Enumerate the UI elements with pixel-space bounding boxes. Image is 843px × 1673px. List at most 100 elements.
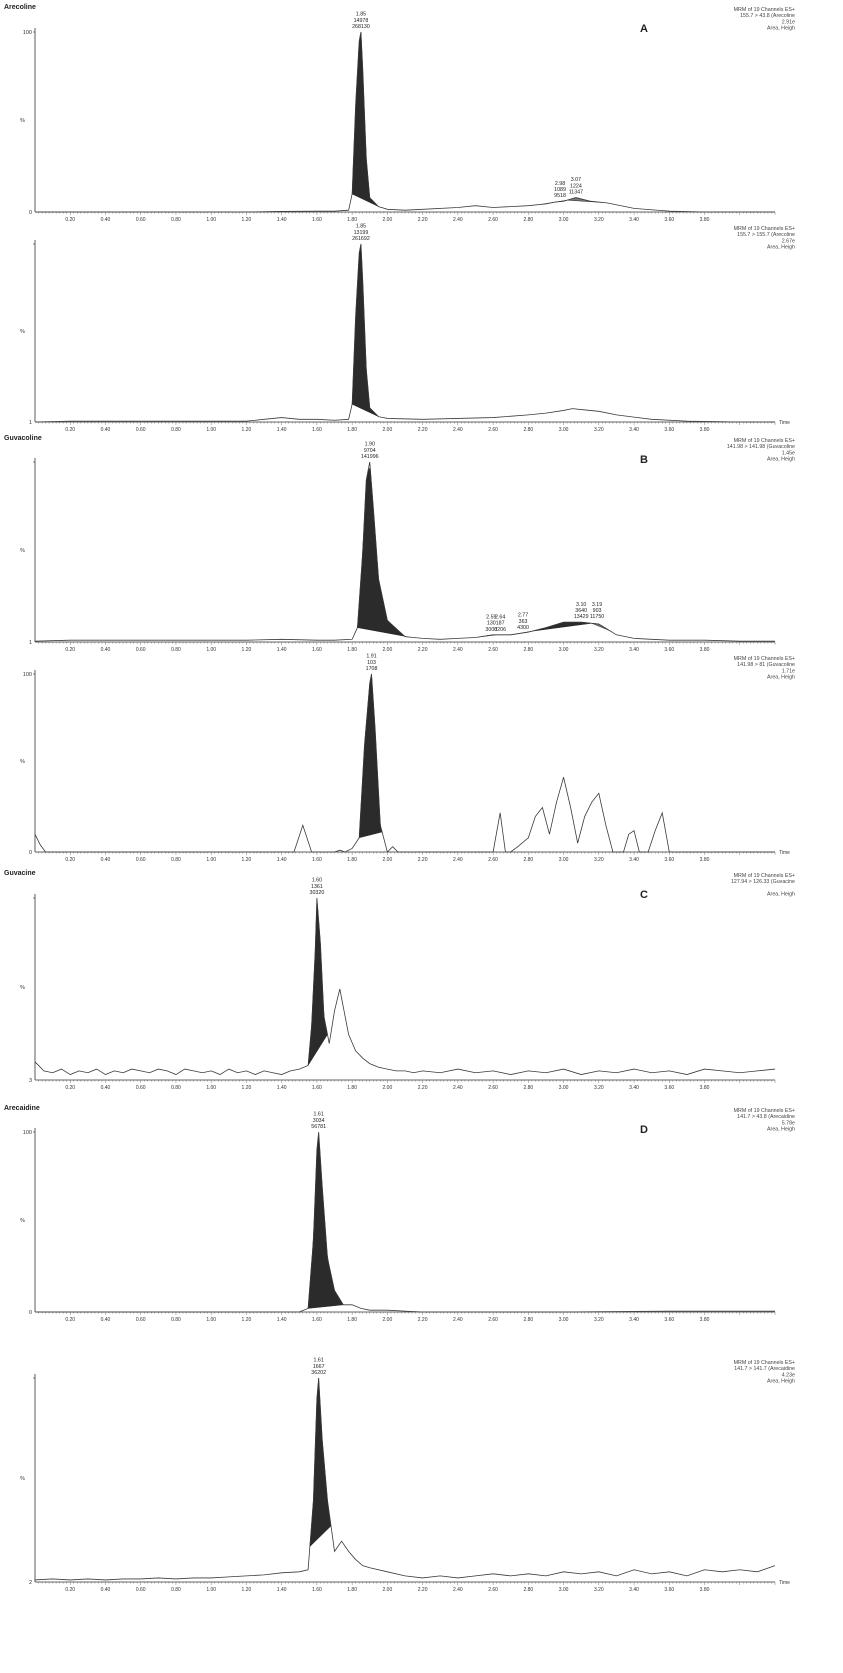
y-tick-label: 0 xyxy=(29,850,32,856)
x-tick-label: 3.00 xyxy=(559,1317,569,1323)
x-tick-label: 0.60 xyxy=(136,647,146,653)
peak-label: 11750 xyxy=(590,614,604,620)
y-tick-label: 1 xyxy=(29,640,32,646)
x-tick-label: 3.80 xyxy=(700,427,710,433)
x-tick-label: 2.80 xyxy=(523,427,533,433)
x-tick-label: 3.60 xyxy=(664,1587,674,1593)
info-line: 2.91e xyxy=(782,19,795,25)
info-line: 4.23e xyxy=(782,1372,795,1378)
x-tick-label: 1.60 xyxy=(312,647,322,653)
x-tick-label: 2.80 xyxy=(523,217,533,223)
info-line: Area, Heigh xyxy=(767,457,795,463)
x-tick-label: 3.00 xyxy=(559,1085,569,1091)
peak-label: 1667 xyxy=(313,1364,325,1370)
x-tick-label: 1.60 xyxy=(312,1317,322,1323)
y-axis-label: % xyxy=(20,118,25,124)
info-line: MRM of 19 Channels ES+ xyxy=(734,1108,795,1114)
peak-label: 1.61 xyxy=(314,1358,324,1364)
x-tick-label: 3.40 xyxy=(629,1085,639,1091)
x-tick-label: 2.80 xyxy=(523,1317,533,1323)
x-tick-label: 3.60 xyxy=(664,1317,674,1323)
shaded-peak xyxy=(531,621,592,632)
info-line: MRM of 19 Channels ES+ xyxy=(734,7,795,13)
chromatogram-trace xyxy=(34,1377,776,1581)
x-tick-label: 1.00 xyxy=(206,647,216,653)
x-tick-label: 2.40 xyxy=(453,217,463,223)
y-axis-label: % xyxy=(20,548,25,554)
x-tick-label: 1.40 xyxy=(277,647,287,653)
x-tick-label: 2.00 xyxy=(383,217,393,223)
info-line: 155.7 > 43.8 (Arecoline xyxy=(740,13,795,19)
x-tick-label: 1.80 xyxy=(347,857,357,863)
x-tick-label: 2.20 xyxy=(418,1085,428,1091)
shaded-peak xyxy=(591,623,610,631)
shaded-peak xyxy=(351,243,379,417)
y-tick-label: 100 xyxy=(23,1130,32,1136)
x-tick-label: 1.40 xyxy=(277,217,287,223)
x-tick-label: 0.80 xyxy=(171,1587,181,1593)
x-tick-label: 1.00 xyxy=(206,857,216,863)
panel-letter-A: A xyxy=(640,23,648,35)
x-tick-label: 0.60 xyxy=(136,217,146,223)
chromatogram-trace xyxy=(34,243,775,423)
x-tick-label: 1.60 xyxy=(312,217,322,223)
x-tick-label: 0.80 xyxy=(171,857,181,863)
x-tick-label: 1.00 xyxy=(206,1317,216,1323)
y-axis-label: % xyxy=(20,985,25,991)
x-tick-label: 1.80 xyxy=(347,647,357,653)
info-line: 155.7 > 155.7 (Arecoline xyxy=(737,232,795,238)
x-tick-label: 2.20 xyxy=(418,857,428,863)
x-tick-label: 2.40 xyxy=(453,427,463,433)
info-line: Area, Heigh xyxy=(767,1127,795,1133)
x-tick-label: 2.00 xyxy=(383,857,393,863)
y-axis-label: % xyxy=(20,1218,25,1224)
x-tick-label: 0.40 xyxy=(101,857,111,863)
y-tick-label: 0 xyxy=(29,1310,32,1316)
x-tick-label: 3.60 xyxy=(664,217,674,223)
peak-label: 1.90 xyxy=(365,442,375,448)
peak-label: 1.85 xyxy=(356,224,366,230)
x-tick-label: 0.60 xyxy=(136,427,146,433)
x-tick-label: 2.00 xyxy=(383,427,393,433)
peak-label: 1361 xyxy=(311,884,323,890)
x-tick-label: 1.00 xyxy=(206,217,216,223)
peak-label: 1708 xyxy=(366,666,378,672)
peak-label: 2.98 xyxy=(555,181,565,187)
y-tick-label: 3 xyxy=(29,1078,32,1084)
x-tick-label: 1.20 xyxy=(242,857,252,863)
x-tick-label: 1.20 xyxy=(242,217,252,223)
x-tick-label: 3.20 xyxy=(594,427,604,433)
x-tick-label: 2.60 xyxy=(488,217,498,223)
peak-label: 30320 xyxy=(310,890,325,896)
y-axis-label: % xyxy=(20,759,25,765)
y-axis-label: % xyxy=(20,329,25,335)
x-tick-label: 2.60 xyxy=(488,857,498,863)
x-tick-label: 3.20 xyxy=(594,1317,604,1323)
peak-label: 1.60 xyxy=(312,878,322,884)
x-tick-label: 1.20 xyxy=(242,1317,252,1323)
x-tick-label: 0.80 xyxy=(171,1317,181,1323)
peak-label: 11347 xyxy=(569,190,583,196)
x-tick-label: 1.00 xyxy=(206,1587,216,1593)
x-tick-label: 0.20 xyxy=(65,857,75,863)
x-tick-label: 3.40 xyxy=(629,1317,639,1323)
x-tick-label: 3.40 xyxy=(629,1587,639,1593)
shaded-peak xyxy=(307,1134,344,1309)
x-tick-label: 1.80 xyxy=(347,1085,357,1091)
info-line: MRM of 19 Channels ES+ xyxy=(734,438,795,444)
x-tick-label: 0.20 xyxy=(65,1587,75,1593)
x-tick-label: 0.20 xyxy=(65,217,75,223)
info-line: 1.45e xyxy=(782,450,795,456)
x-tick-label: 1.00 xyxy=(206,427,216,433)
y-tick-label: 0 xyxy=(29,210,32,216)
x-tick-label: 2.20 xyxy=(418,217,428,223)
x-tick-label: 3.80 xyxy=(700,857,710,863)
x-tick-label: 0.40 xyxy=(101,1587,111,1593)
x-tick-label: 1.80 xyxy=(347,427,357,433)
x-tick-label: 1.20 xyxy=(242,1587,252,1593)
x-tick-label: 2.00 xyxy=(383,1085,393,1091)
chromatogram-trace xyxy=(34,897,776,1075)
x-tick-label: 3.00 xyxy=(559,857,569,863)
x-tick-label: 3.20 xyxy=(594,1587,604,1593)
